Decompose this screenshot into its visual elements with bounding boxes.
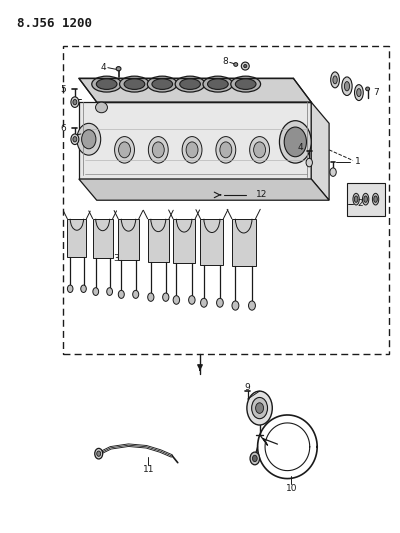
Text: 8.J56 1200: 8.J56 1200 xyxy=(17,17,92,30)
Polygon shape xyxy=(118,219,139,260)
Ellipse shape xyxy=(244,64,247,68)
Ellipse shape xyxy=(362,193,369,205)
Ellipse shape xyxy=(372,193,379,205)
Ellipse shape xyxy=(152,79,172,90)
Text: 4: 4 xyxy=(298,143,303,152)
Polygon shape xyxy=(79,179,329,200)
Circle shape xyxy=(148,136,168,163)
Polygon shape xyxy=(200,219,223,264)
Circle shape xyxy=(216,298,223,307)
Circle shape xyxy=(254,142,266,158)
Circle shape xyxy=(95,448,103,459)
Polygon shape xyxy=(79,78,311,102)
Ellipse shape xyxy=(180,79,200,90)
Polygon shape xyxy=(79,102,311,179)
Circle shape xyxy=(114,136,134,163)
Circle shape xyxy=(256,403,264,414)
Ellipse shape xyxy=(241,62,249,70)
Ellipse shape xyxy=(116,67,121,71)
Ellipse shape xyxy=(124,79,145,90)
Circle shape xyxy=(182,136,202,163)
Ellipse shape xyxy=(354,85,363,101)
Circle shape xyxy=(189,296,195,304)
Circle shape xyxy=(133,290,139,298)
Circle shape xyxy=(232,301,239,310)
Circle shape xyxy=(73,136,77,142)
Circle shape xyxy=(216,136,236,163)
Circle shape xyxy=(68,285,73,293)
Circle shape xyxy=(200,298,207,307)
Circle shape xyxy=(118,142,130,158)
Polygon shape xyxy=(347,183,385,216)
Circle shape xyxy=(306,158,312,167)
Ellipse shape xyxy=(374,196,377,203)
Text: 1: 1 xyxy=(355,157,361,166)
Circle shape xyxy=(173,296,180,304)
Ellipse shape xyxy=(147,76,177,92)
Text: 11: 11 xyxy=(143,465,154,473)
Circle shape xyxy=(284,127,306,157)
Circle shape xyxy=(81,285,86,293)
Ellipse shape xyxy=(92,76,122,92)
Circle shape xyxy=(250,136,270,163)
Circle shape xyxy=(71,134,79,144)
Ellipse shape xyxy=(208,79,228,90)
Circle shape xyxy=(77,123,101,155)
Polygon shape xyxy=(173,219,195,263)
Text: 9: 9 xyxy=(244,383,250,392)
Circle shape xyxy=(220,142,232,158)
Ellipse shape xyxy=(231,76,260,92)
Circle shape xyxy=(250,452,260,465)
Ellipse shape xyxy=(96,102,108,113)
Ellipse shape xyxy=(364,196,368,203)
Circle shape xyxy=(248,301,256,310)
Ellipse shape xyxy=(203,76,233,92)
Ellipse shape xyxy=(342,77,352,95)
Circle shape xyxy=(82,130,96,149)
Ellipse shape xyxy=(96,79,117,90)
Circle shape xyxy=(163,293,169,301)
Polygon shape xyxy=(232,219,256,266)
Polygon shape xyxy=(148,219,169,262)
Circle shape xyxy=(71,97,79,108)
Text: 5: 5 xyxy=(60,85,66,94)
Text: 3: 3 xyxy=(114,254,120,263)
Circle shape xyxy=(107,288,112,295)
Polygon shape xyxy=(311,102,329,200)
Text: 10: 10 xyxy=(286,483,297,492)
Circle shape xyxy=(252,398,268,419)
Ellipse shape xyxy=(354,196,358,203)
Circle shape xyxy=(93,288,99,295)
Text: 12: 12 xyxy=(256,190,267,199)
Ellipse shape xyxy=(366,87,370,91)
Ellipse shape xyxy=(333,76,337,84)
Circle shape xyxy=(280,120,311,163)
Ellipse shape xyxy=(175,76,205,92)
Ellipse shape xyxy=(234,63,238,66)
Text: 7: 7 xyxy=(373,88,378,97)
Circle shape xyxy=(330,168,336,176)
Text: 6: 6 xyxy=(60,124,66,133)
Polygon shape xyxy=(67,219,86,257)
Ellipse shape xyxy=(344,82,350,91)
Circle shape xyxy=(148,293,154,301)
Text: 8: 8 xyxy=(222,57,228,66)
Circle shape xyxy=(73,100,77,105)
Ellipse shape xyxy=(235,79,256,90)
Ellipse shape xyxy=(353,193,359,205)
Ellipse shape xyxy=(120,76,149,92)
Text: 4: 4 xyxy=(101,63,107,72)
Circle shape xyxy=(118,290,124,298)
Polygon shape xyxy=(93,219,112,259)
Circle shape xyxy=(252,455,257,462)
Circle shape xyxy=(97,451,101,456)
Ellipse shape xyxy=(357,88,361,96)
Ellipse shape xyxy=(331,72,340,88)
Circle shape xyxy=(247,391,272,425)
Circle shape xyxy=(186,142,198,158)
Text: 2: 2 xyxy=(358,199,363,208)
Circle shape xyxy=(152,142,164,158)
